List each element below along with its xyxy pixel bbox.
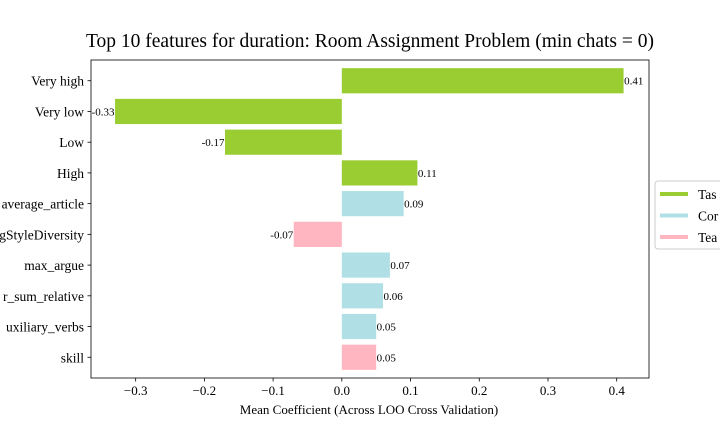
x-tick-label: −0.2 (193, 383, 217, 398)
data-label: 0.05 (377, 322, 397, 334)
plot-frame (90, 59, 650, 379)
y-tick-label: Very low (35, 104, 84, 119)
data-label: 0.11 (418, 168, 437, 180)
data-label: 0.07 (390, 260, 410, 272)
y-tick-label: uxiliary_verbs (6, 320, 84, 335)
bar (115, 98, 342, 125)
data-label: -0.07 (270, 229, 293, 241)
data-label: -0.17 (202, 137, 225, 149)
y-tick-label: Low (59, 135, 84, 150)
x-tick-label: 0.4 (609, 383, 626, 398)
bars-group: 0.41 -0.33 -0.17 0.11 0.09 -0.07 0.07 0.06 0.05 0… (92, 68, 643, 370)
bar (341, 191, 404, 217)
x-tick-label: −0.1 (261, 383, 285, 398)
y-tick-label: average_article (2, 197, 84, 212)
y-axis-labels: Very high Very low Low High average_articleg… (0, 74, 91, 365)
bar (341, 160, 418, 186)
y-tick-label: High (57, 166, 84, 181)
legend-label: Tas (698, 187, 717, 202)
legend-label: Tea (698, 230, 717, 245)
data-label: 0.05 (377, 352, 397, 364)
bar (341, 252, 390, 278)
bar (341, 68, 624, 94)
bar (341, 283, 384, 309)
bar (341, 344, 377, 370)
x-tick-label: 0.2 (471, 383, 487, 398)
y-tick-label: skill (61, 350, 85, 365)
x-tick-label: 0.3 (540, 383, 556, 398)
y-tick-label: max_argue (24, 258, 84, 273)
bar (293, 221, 342, 247)
y-tick-label: r_sum_relative (3, 289, 84, 304)
data-label: -0.33 (92, 106, 115, 118)
legend: Tas Cor Tea (654, 180, 720, 250)
x-tick-label: 0.1 (402, 383, 418, 398)
legend-label: Cor (698, 209, 719, 224)
y-tick-label: Very high (31, 74, 84, 89)
bar (225, 129, 342, 155)
y-tick-label: gStyleDiversity (0, 227, 84, 242)
x-axis-ticks: −0.3 −0.2 −0.1 0.0 0.1 0.2 0.3 0.4 (124, 378, 625, 398)
x-tick-label: −0.3 (124, 383, 148, 398)
x-tick-label: 0.0 (334, 383, 350, 398)
data-label: 0.41 (624, 76, 643, 88)
x-axis-label: Mean Coefficient (Across LOO Cross Valid… (240, 402, 498, 417)
chart-title: Top 10 features for duration: Room Assig… (86, 31, 654, 52)
data-label: 0.06 (384, 291, 404, 303)
bar (341, 313, 377, 340)
data-label: 0.09 (404, 199, 424, 211)
